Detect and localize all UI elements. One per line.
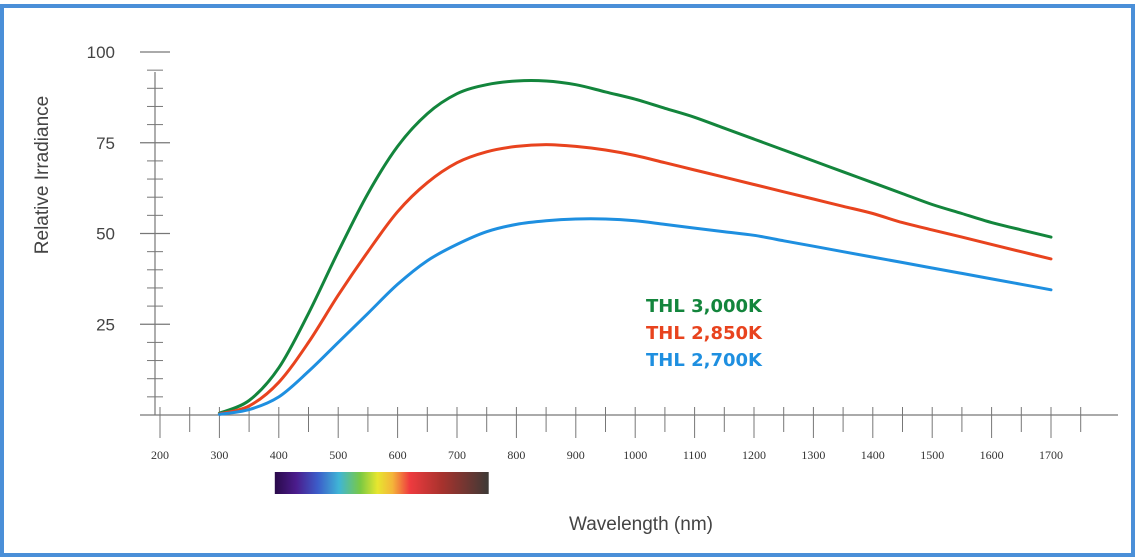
x-tick-label: 200 [151,448,169,462]
y-axis-title: Relative Irradiance [32,96,53,254]
x-tick-label: 500 [329,448,347,462]
series-line-1 [217,79,1053,415]
x-axis-title: Wavelength (nm) [569,514,713,535]
y-tick-label: 75 [96,134,115,153]
legend-entry-3: THL 2,700K [646,350,763,371]
x-tick-label: 300 [210,448,228,462]
x-tick-label: 800 [507,448,525,462]
y-axis-major-ticks [140,51,170,325]
x-tick-label: 1200 [742,448,766,462]
y-axis-tick-labels: 25 50 75 100 [87,43,115,334]
y-tick-label: 100 [87,43,115,62]
legend-entry-2: THL 2,850K [646,323,763,344]
x-axis-ticks [159,407,1082,438]
x-tick-label: 1700 [1039,448,1063,462]
x-tick-label: 600 [389,448,407,462]
series-line-3 [217,217,1053,416]
x-tick-label: 900 [567,448,585,462]
series-line-2 [217,143,1053,416]
chart-frame [0,4,1135,557]
x-axis-tick-labels: 200 300 400 500 600 700 800 900 1000 1100 1200 1300… [151,448,1063,462]
x-tick-label: 1400 [861,448,885,462]
legend: THL 3,000K THL 2,850K THL 2,700K [646,296,763,371]
x-tick-label: 1300 [801,448,825,462]
series-lines [217,79,1053,416]
x-tick-label: 1500 [920,448,944,462]
y-tick-label: 50 [96,225,115,244]
y-axis-minor-ticks [147,69,163,398]
x-tick-label: 1000 [623,448,647,462]
legend-entry-1: THL 3,000K [646,296,763,317]
visible-spectrum-bar [274,472,489,494]
x-tick-label: 1600 [980,448,1004,462]
y-tick-label: 25 [96,315,115,334]
x-tick-label: 1100 [683,448,707,462]
x-tick-label: 700 [448,448,466,462]
x-tick-label: 400 [270,448,288,462]
